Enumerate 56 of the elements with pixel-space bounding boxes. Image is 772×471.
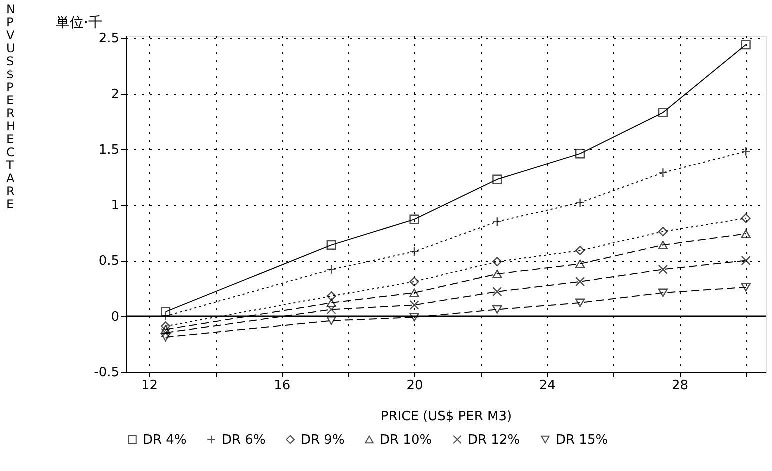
point: [492, 174, 502, 184]
point: [576, 298, 586, 308]
legend-label: DR 6%: [222, 432, 266, 448]
point: [410, 313, 420, 322]
x-tick-label: 16: [274, 378, 291, 394]
point: [326, 304, 336, 314]
text: 単位·千: [56, 15, 102, 31]
point: [658, 240, 668, 250]
point: [492, 270, 502, 278]
point: [658, 264, 668, 274]
point: [326, 298, 336, 308]
point: [161, 322, 171, 332]
y-tick-label: 0.5: [98, 254, 120, 270]
point: [576, 246, 586, 256]
point: [326, 240, 336, 250]
point: [326, 316, 336, 326]
text: NPV US $ PER HECTARE: [6, 2, 16, 212]
point: [161, 328, 171, 338]
point: [658, 227, 668, 237]
point: [741, 283, 751, 292]
y-tick-label: 2: [111, 87, 120, 102]
legend-label: DR 15%: [556, 432, 608, 448]
point: [576, 149, 586, 159]
point: [741, 256, 751, 266]
point: [410, 288, 420, 298]
x-tick-label: 28: [672, 378, 689, 394]
point: [410, 214, 420, 224]
y-tick-label: 1.5: [98, 142, 120, 158]
point: [658, 108, 668, 118]
legend-label: DR 12%: [468, 432, 520, 448]
x-axis-title: PRICE (US$ PER M3): [380, 410, 512, 424]
y-tick-label: 2.5: [98, 32, 120, 47]
point: [326, 292, 336, 302]
x-tick-label: 24: [539, 378, 556, 394]
point: [492, 305, 502, 314]
point: [161, 333, 171, 342]
point: [658, 288, 668, 298]
y-tick-label: 0: [111, 310, 120, 325]
y-tick-label: -0.5: [94, 366, 120, 380]
x-tick-label: 12: [141, 378, 158, 394]
legend-label: DR 4%: [143, 432, 187, 448]
point: [741, 214, 751, 224]
point: [492, 257, 502, 267]
point: [741, 40, 751, 50]
point: [161, 326, 171, 334]
legend-label: DR 10%: [380, 432, 432, 448]
point: [161, 307, 171, 317]
legend-label: DR 9%: [301, 432, 345, 448]
point: [492, 287, 502, 297]
point: [410, 277, 420, 287]
point: [576, 260, 586, 268]
y-tick-label: 1: [111, 198, 120, 214]
point: [576, 277, 586, 287]
point: [410, 300, 420, 310]
point: [741, 230, 751, 238]
x-tick-label: 20: [406, 378, 424, 394]
